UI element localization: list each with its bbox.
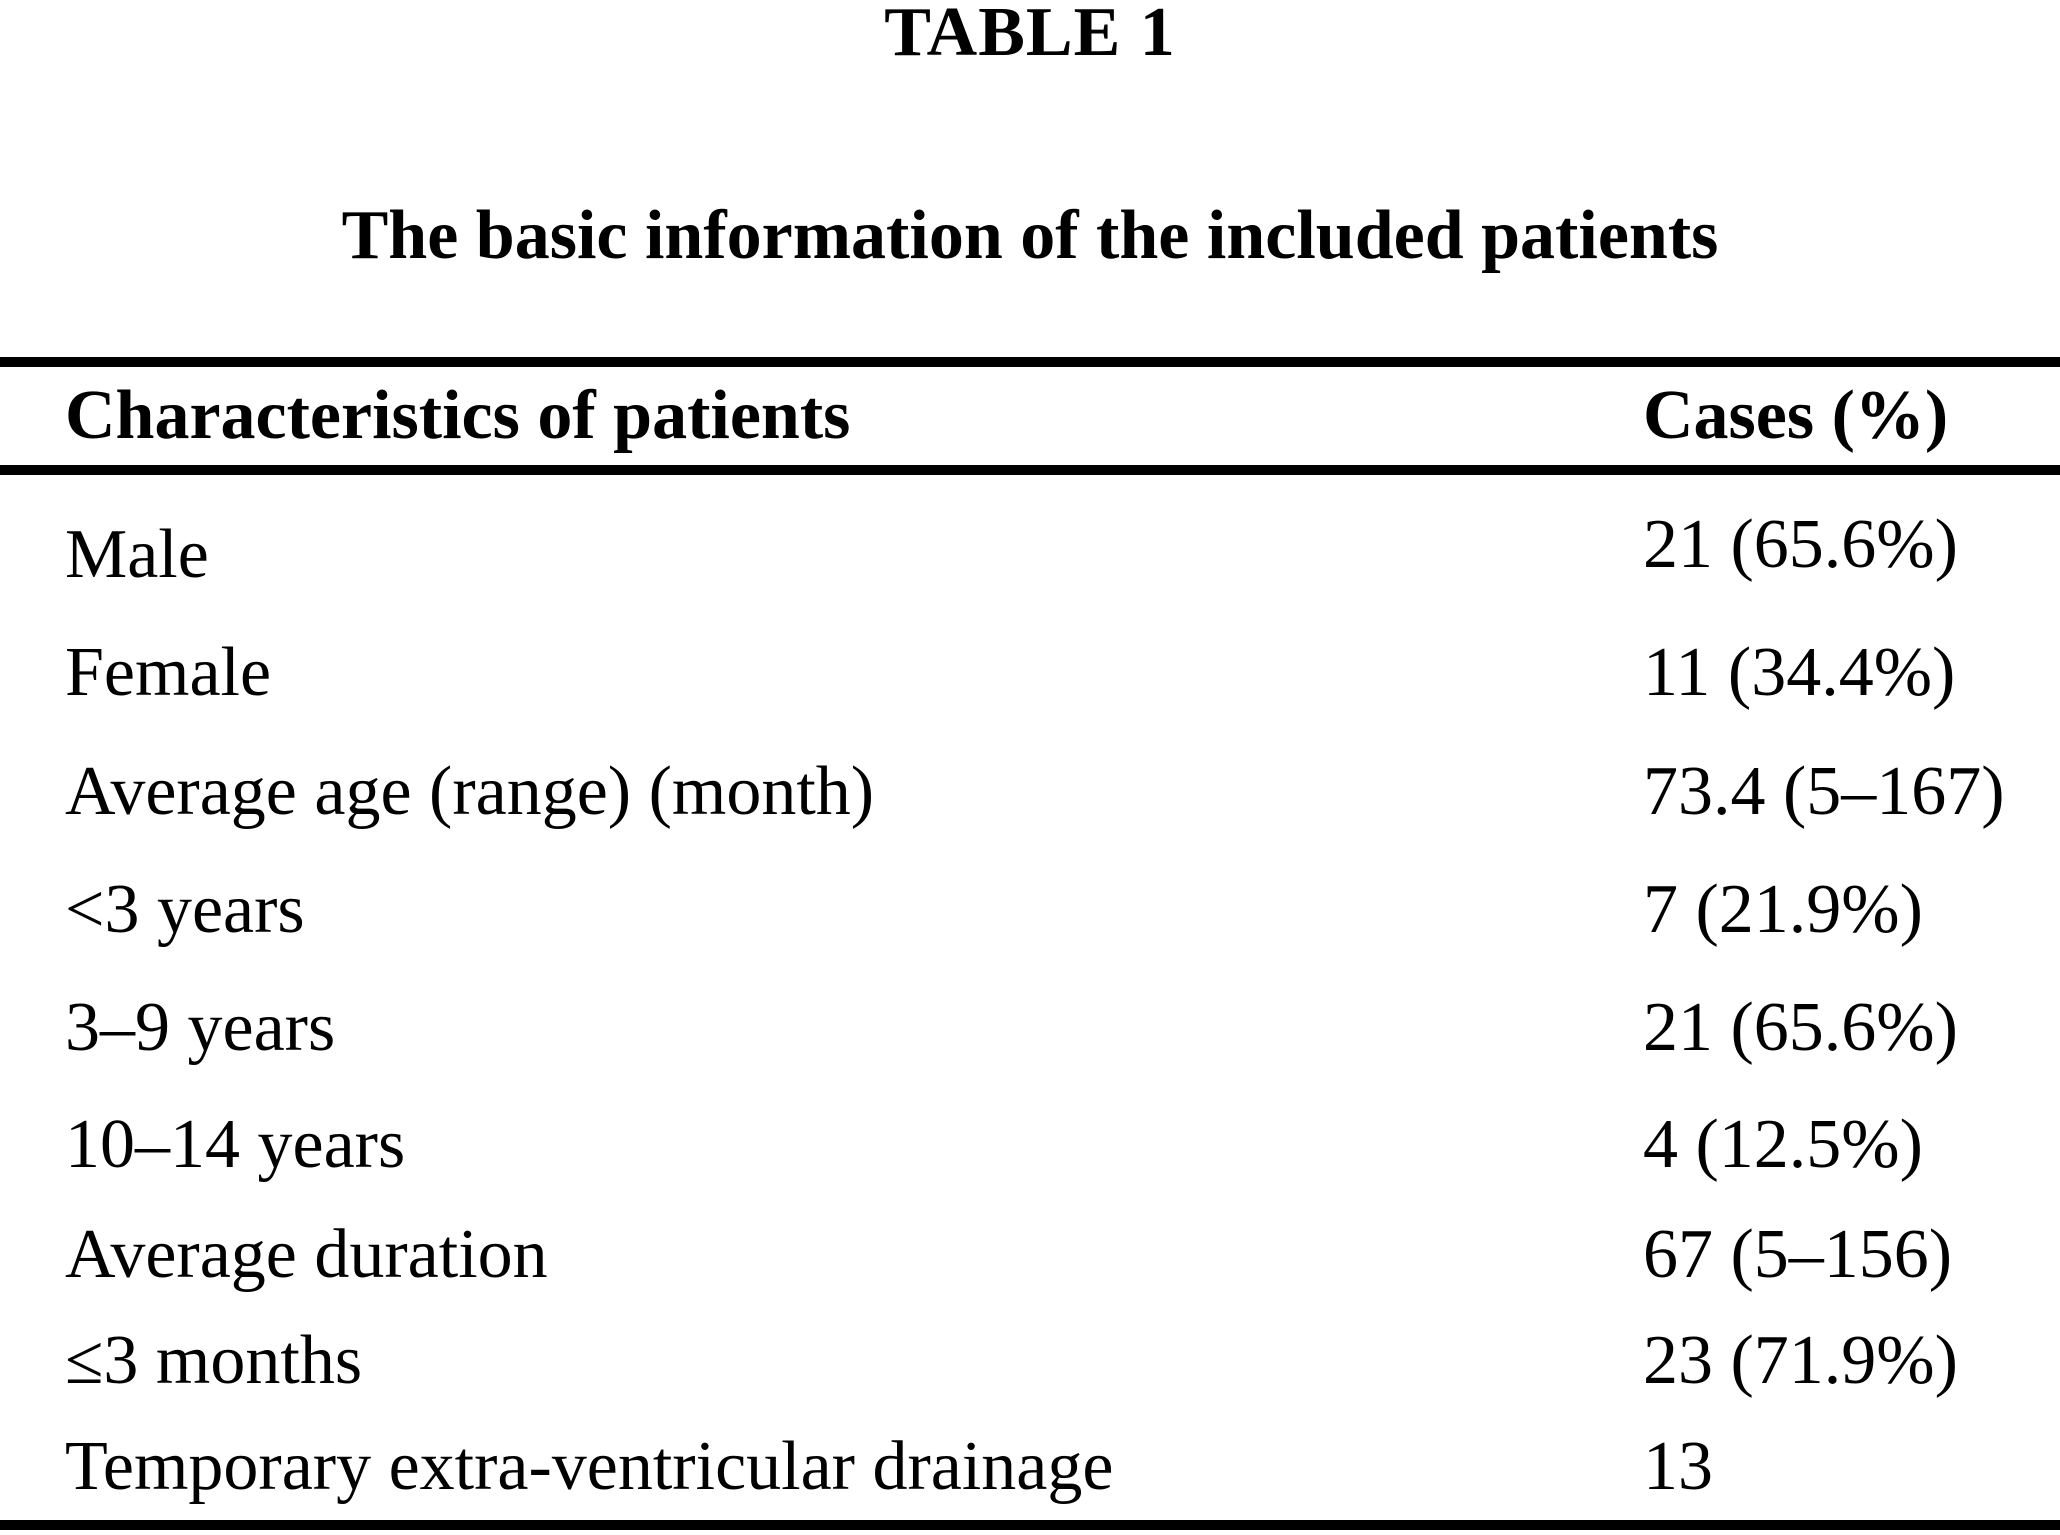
table-title: The basic information of the included pa…	[341, 197, 1719, 274]
row-value: 13	[1643, 1428, 1713, 1505]
table-body: Male 21 (65.6%) Female 11 (34.4%) Averag…	[0, 475, 2060, 1520]
row-label: <3 years	[65, 871, 305, 948]
table-row: <3 years 7 (21.9%)	[0, 851, 2060, 969]
table-row: Average duration 67 (5–156)	[0, 1203, 2060, 1307]
row-label: Male	[65, 515, 209, 593]
table-number: TABLE 1	[884, 0, 1176, 71]
table-bottom-rule	[0, 1520, 2060, 1530]
table-row: Male 21 (65.6%)	[0, 475, 2060, 614]
table-header-rule	[0, 465, 2060, 475]
row-label: 3–9 years	[65, 988, 336, 1066]
row-value: 73.4 (5–167)	[1643, 752, 2005, 830]
row-label: Female	[65, 634, 272, 711]
row-value: 7 (21.9%)	[1643, 871, 1923, 948]
row-label: Average age (range) (month)	[65, 752, 875, 830]
header-cases: Cases (%)	[1643, 377, 1949, 454]
row-label: ≤3 months	[65, 1321, 363, 1399]
table-row: ≤3 months 23 (71.9%)	[0, 1307, 2060, 1414]
patients-table: Characteristics of patients Cases (%) Ma…	[0, 357, 2060, 1530]
table-row: Female 11 (34.4%)	[0, 614, 2060, 732]
row-value: 21 (65.6%)	[1643, 505, 1958, 583]
table-header-row: Characteristics of patients Cases (%)	[0, 367, 2060, 465]
table-row: 10–14 years 4 (12.5%)	[0, 1086, 2060, 1203]
header-characteristics: Characteristics of patients	[65, 377, 851, 454]
table-row: 3–9 years 21 (65.6%)	[0, 969, 2060, 1086]
row-value: 4 (12.5%)	[1643, 1105, 1923, 1183]
row-value: 67 (5–156)	[1643, 1216, 1953, 1293]
row-value: 21 (65.6%)	[1643, 988, 1958, 1066]
table-row: Temporary extra-ventricular drainage 13	[0, 1414, 2060, 1520]
row-value: 11 (34.4%)	[1643, 634, 1956, 711]
table-top-rule	[0, 357, 2060, 367]
row-label: 10–14 years	[65, 1105, 406, 1183]
row-value: 23 (71.9%)	[1643, 1321, 1958, 1399]
table-row: Average age (range) (month) 73.4 (5–167)	[0, 732, 2060, 851]
row-label: Temporary extra-ventricular drainage	[65, 1428, 1114, 1505]
row-label: Average duration	[65, 1216, 548, 1293]
